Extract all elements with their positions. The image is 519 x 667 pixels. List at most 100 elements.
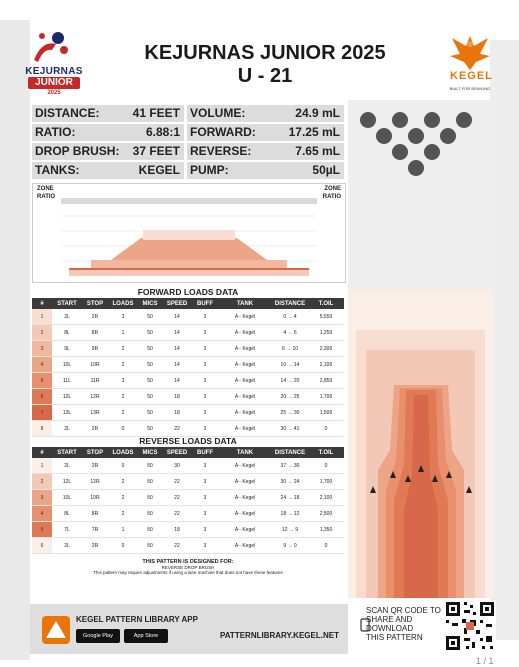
reverse-col-header: T.OIL <box>308 447 344 458</box>
forward-row: 2 8L 8R 1 50 14 3 A - Kegel 4 → 6 1,250 <box>32 324 344 341</box>
page-title: KEJURNAS JUNIOR 2025 U - 21 <box>120 42 410 88</box>
forward-cell: 1,250 <box>308 324 344 341</box>
forward-col-header: # <box>32 298 52 309</box>
reverse-col-header: # <box>32 447 52 458</box>
forward-cell: 14 <box>162 324 192 341</box>
zone-label-right: ZONE <box>324 186 341 192</box>
reverse-col-header: MICS <box>138 447 162 458</box>
reverse-cell: 12 → 9 <box>272 521 308 538</box>
forward-value: 17.25 mL <box>288 125 340 139</box>
reverse-cell: 1,350 <box>308 521 344 538</box>
forward-cell: 3 <box>192 372 218 389</box>
forward-cell: 14 <box>162 309 192 325</box>
reverse-cell: 3 <box>192 537 218 554</box>
reverse-cell: 2R <box>82 458 108 474</box>
reverse-cell: 2,100 <box>308 489 344 506</box>
reverse-cell: 2L <box>52 458 82 474</box>
drop-brush-value: 37 FEET <box>132 144 180 158</box>
kegel-brand: KEGEL <box>450 70 493 82</box>
reverse-cell: A - Kegel <box>218 537 272 554</box>
reverse-cell: A - Kegel <box>218 489 272 506</box>
forward-cell: 9L <box>52 340 82 357</box>
reverse-cell: 2 <box>108 473 138 490</box>
forward-cell: 4 → 6 <box>272 324 308 341</box>
forward-row: 5 11L 11R 3 50 14 3 A - Kegel 14 → 20 2,850 <box>32 372 344 389</box>
designed-item: REVERSE DROP BRUSH <box>161 565 215 570</box>
distance-row: DISTANCE: 41 FEET <box>32 105 184 122</box>
ratio-value: 6.88:1 <box>145 125 180 139</box>
zone-label: ZONE <box>37 186 54 192</box>
forward-col-header: START <box>52 298 82 309</box>
designed-for-note: THIS PATTERN IS DESIGNED FOR: REVERSE DR… <box>32 559 344 575</box>
reverse-cell: 1 <box>108 521 138 538</box>
forward-loads-table: # START STOP LOADS MICS SPEED BUFF TANK DISTANCE… <box>32 298 344 437</box>
reverse-cell: 2 <box>108 489 138 506</box>
forward-cell: 1,500 <box>308 404 344 421</box>
reverse-cell: 18 → 12 <box>272 505 308 522</box>
forward-col-header: TANK <box>218 298 272 309</box>
forward-cell: 3 <box>192 404 218 421</box>
pin-icon <box>456 112 472 128</box>
reverse-cell: 30 <box>162 458 192 474</box>
pin-icon <box>424 112 440 128</box>
reverse-row: 2 12L 12R 2 50 22 3 A - Kegel 30 → 24 1,700 <box>32 473 344 490</box>
tanks-value: KEGEL <box>138 163 180 177</box>
forward-row-index: 7 <box>32 404 52 421</box>
kegel-tagline: BUILT FOR BOWLING <box>449 86 491 91</box>
forward-cell: A - Kegel <box>218 340 272 357</box>
forward-cell: 13L <box>52 404 82 421</box>
pin-icon <box>408 128 424 144</box>
reverse-col-header: STOP <box>82 447 108 458</box>
forward-row: 1 2L 2R 3 50 14 3 A - Kegel 0 → 4 5,550 <box>32 309 344 325</box>
reverse-cell: 24 → 18 <box>272 489 308 506</box>
reverse-cell: 3 <box>192 489 218 506</box>
logo-text-year: 2025 <box>47 90 61 96</box>
qr-line2: SHARE AND <box>366 615 413 624</box>
google-play-badge[interactable]: Google Play <box>76 629 120 643</box>
reverse-cell: A - Kegel <box>218 521 272 538</box>
forward-cell: 2L <box>52 420 82 437</box>
kegel-app-icon <box>42 616 70 644</box>
forward-cell: 0 <box>308 420 344 437</box>
designed-note: This pattern may require adjustments if … <box>93 570 283 575</box>
forward-row-index: 4 <box>32 356 52 373</box>
forward-cell: 18 <box>162 388 192 405</box>
drop-brush-row: DROP BRUSH: 37 FEET <box>32 143 184 160</box>
reverse-cell: 50 <box>138 537 162 554</box>
oil-profile-svg <box>61 198 317 276</box>
app-store-badge[interactable]: App Store <box>124 629 168 643</box>
volume-value: 24.9 mL <box>295 106 340 120</box>
distance-value: 41 FEET <box>132 106 180 120</box>
reverse-loads-table: # START STOP LOADS MICS SPEED BUFF TANK DISTANCE… <box>32 447 344 554</box>
designed-title: THIS PATTERN IS DESIGNED FOR: <box>142 559 234 565</box>
reverse-cell: 37 → 30 <box>272 458 308 474</box>
pin-icon <box>360 112 376 128</box>
pump-label: PUMP: <box>190 163 229 177</box>
forward-cell: 50 <box>138 324 162 341</box>
drop-brush-label: DROP BRUSH: <box>35 144 120 158</box>
reverse-cell: 10L <box>52 489 82 506</box>
reverse-cell: 1,700 <box>308 473 344 490</box>
forward-cell: 11L <box>52 372 82 389</box>
footer-app-panel: KEGEL PATTERN LIBRARY APP Google Play Ap… <box>30 604 348 654</box>
forward-cell: 14 <box>162 356 192 373</box>
ratio-axis-label: RATIO <box>37 194 56 200</box>
pattern-library-link[interactable]: PATTERNLIBRARY.KEGEL.NET <box>220 631 339 640</box>
reverse-value: 7.65 mL <box>295 144 340 158</box>
forward-label: FORWARD: <box>190 125 256 139</box>
forward-cell: 9R <box>82 340 108 357</box>
forward-row-index: 5 <box>32 372 52 389</box>
reverse-col-header: START <box>52 447 82 458</box>
qr-line1: SCAN QR CODE TO <box>366 606 441 615</box>
reverse-row: 3 10L 10R 2 50 22 3 A - Kegel 24 → 18 2,100 <box>32 489 344 506</box>
distance-label: DISTANCE: <box>35 106 100 120</box>
reverse-cell: 2 <box>108 505 138 522</box>
qr-code[interactable] <box>444 600 496 652</box>
reverse-loads-title: REVERSE LOADS DATA <box>139 436 237 446</box>
reverse-row-index: 2 <box>32 473 52 490</box>
forward-cell: 12L <box>52 388 82 405</box>
forward-cell: 1 <box>108 324 138 341</box>
reverse-cell: 0 <box>108 537 138 554</box>
reverse-cell: 30 → 24 <box>272 473 308 490</box>
